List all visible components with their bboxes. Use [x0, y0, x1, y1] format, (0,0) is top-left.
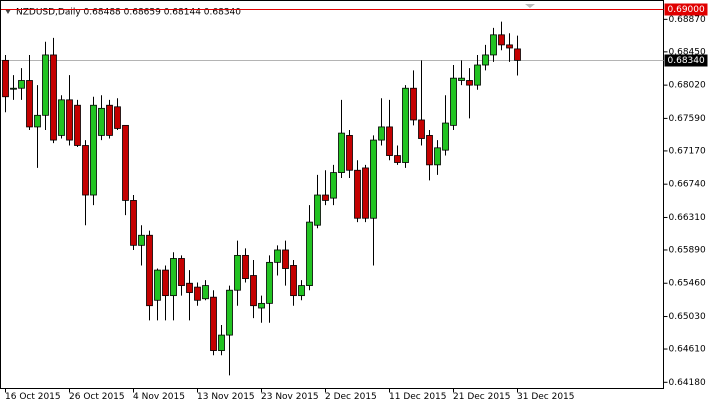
- plot-frame: [0, 0, 664, 389]
- y-tick-label: 0.68870: [669, 15, 706, 25]
- y-tick-label: 0.67170: [669, 146, 706, 156]
- candle-body: [458, 77, 465, 81]
- candle-body: [410, 87, 417, 121]
- candle-body: [154, 269, 161, 301]
- price-label-box: [664, 54, 708, 67]
- title-marker: [5, 9, 11, 14]
- candle-body: [338, 132, 345, 173]
- x-tick-label: 31 Dec 2015: [517, 392, 575, 402]
- candle-body: [474, 64, 481, 86]
- y-tick-label: 0.64180: [669, 378, 706, 388]
- x-tick-label: 13 Nov 2015: [197, 392, 255, 402]
- candle-body: [386, 126, 393, 156]
- candle-body: [370, 139, 377, 219]
- y-tick-label: 0.66310: [669, 213, 706, 223]
- candle-body: [322, 194, 329, 201]
- candle-body: [274, 249, 281, 263]
- candle-body: [98, 107, 105, 136]
- candle-body: [226, 289, 233, 336]
- candle-body: [130, 200, 137, 246]
- y-tick-label: 0.68020: [669, 81, 706, 91]
- candle-body: [354, 169, 361, 219]
- candle-body: [50, 54, 57, 141]
- y-tick-label: 0.67590: [669, 114, 706, 124]
- candle-body: [250, 275, 257, 307]
- candle-body: [26, 80, 33, 128]
- candle-body: [330, 172, 337, 199]
- candle-body: [506, 44, 513, 49]
- y-tick-label: 0.64610: [669, 345, 706, 355]
- candle-body: [242, 254, 249, 280]
- candle-body: [402, 87, 409, 163]
- candle-body: [18, 80, 25, 89]
- candle-body: [42, 54, 49, 116]
- x-tick-label: 26 Oct 2015: [69, 392, 125, 402]
- x-tick-label: 11 Dec 2015: [389, 392, 447, 402]
- candle-body: [426, 135, 433, 166]
- candle-body: [482, 54, 489, 66]
- x-tick-label: 23 Nov 2015: [261, 392, 319, 402]
- price-label: 0.69000: [668, 5, 705, 15]
- x-tick-label: 21 Dec 2015: [453, 392, 511, 402]
- y-tick-label: 0.65460: [669, 279, 706, 289]
- candle-body: [74, 104, 81, 146]
- candle-body: [2, 59, 9, 98]
- candle-body: [346, 135, 353, 171]
- candle-body: [106, 104, 113, 136]
- candle-body: [314, 194, 321, 226]
- candle-body: [122, 124, 129, 201]
- candle-body: [178, 258, 185, 286]
- candle-body: [10, 87, 17, 90]
- candle-body: [82, 145, 89, 196]
- candle-body: [514, 48, 521, 61]
- candle-body: [266, 261, 273, 304]
- chart-title: NZDUSD,Daily 0.68488 0.68659 0.68144 0.6…: [16, 8, 241, 18]
- candle-body: [434, 147, 441, 166]
- candle-body: [202, 285, 209, 300]
- price-label: 0.68340: [668, 56, 705, 66]
- candle-body: [66, 99, 73, 141]
- candle-body: [218, 334, 225, 351]
- candle-body: [34, 114, 41, 128]
- candle-body: [442, 122, 449, 151]
- candle-body: [394, 155, 401, 163]
- candle-body: [362, 167, 369, 219]
- x-tick-label: 4 Nov 2015: [133, 392, 185, 402]
- price-label-box: [664, 3, 708, 16]
- x-tick-label: 2 Dec 2015: [325, 392, 377, 402]
- candle-body: [90, 104, 97, 196]
- candle-body: [450, 77, 457, 126]
- candle-body: [210, 296, 217, 351]
- candle-body: [58, 99, 65, 136]
- candle-body: [186, 282, 193, 293]
- candle-body: [378, 126, 385, 141]
- candle-body: [466, 80, 473, 86]
- candle-body: [162, 269, 169, 297]
- candle-body: [418, 119, 425, 139]
- candle-body: [498, 34, 505, 46]
- candle-body: [114, 106, 121, 129]
- candle-body: [258, 302, 265, 309]
- y-tick-label: 0.68450: [669, 47, 706, 57]
- candle-body: [306, 221, 313, 286]
- candle-body: [194, 286, 201, 301]
- candle-body: [234, 254, 241, 291]
- candle-body: [490, 34, 497, 56]
- candle-body: [146, 234, 153, 307]
- y-tick-label: 0.66740: [669, 180, 706, 190]
- candle-body: [170, 258, 177, 297]
- shift-marker: [525, 4, 535, 8]
- candle-body: [138, 234, 145, 246]
- y-tick-label: 0.65030: [669, 312, 706, 322]
- candle-body: [282, 249, 289, 269]
- candle-body: [290, 265, 297, 297]
- candle-body: [298, 285, 305, 297]
- y-tick-label: 0.65890: [669, 245, 706, 255]
- x-tick-label: 16 Oct 2015: [5, 392, 61, 402]
